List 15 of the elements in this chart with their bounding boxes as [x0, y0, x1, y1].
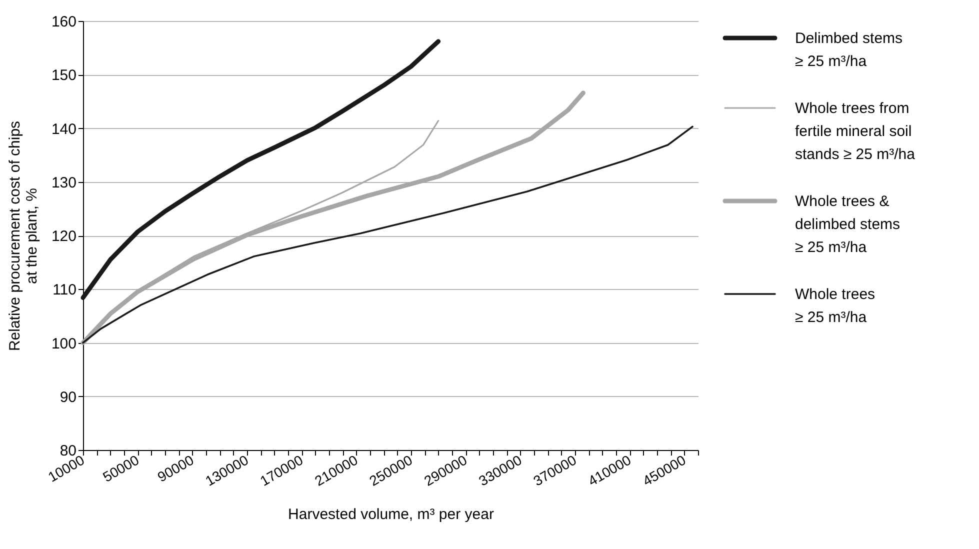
y-tick-label: 120 — [51, 228, 76, 245]
y-tick-label: 90 — [60, 388, 76, 406]
y-axis-title: Relative procurement cost of chips at the plant, % — [6, 120, 40, 352]
y-tick-label: 130 — [51, 174, 76, 192]
y-tick-label: 140 — [51, 120, 76, 138]
y-tick-label: 100 — [51, 335, 76, 352]
legend-label: Delimbed stems ≥ 25 m³/ha — [795, 30, 903, 70]
legend-label: Whole trees ≥ 25 m³/ha — [795, 286, 876, 326]
y-tick-label: 150 — [51, 67, 76, 84]
legend-label: Whole trees from fertile mineral soil stands ≥ 25 m³/ha — [795, 100, 916, 163]
y-tick-label: 110 — [52, 282, 76, 299]
x-axis-title: Harvested volume, m³ per year — [288, 506, 494, 523]
y-tick-label: 160 — [51, 14, 76, 30]
legend-label: Whole trees & delimbed stems ≥ 25 m³/ha — [795, 193, 900, 256]
y-tick-label: 80 — [60, 442, 76, 460]
